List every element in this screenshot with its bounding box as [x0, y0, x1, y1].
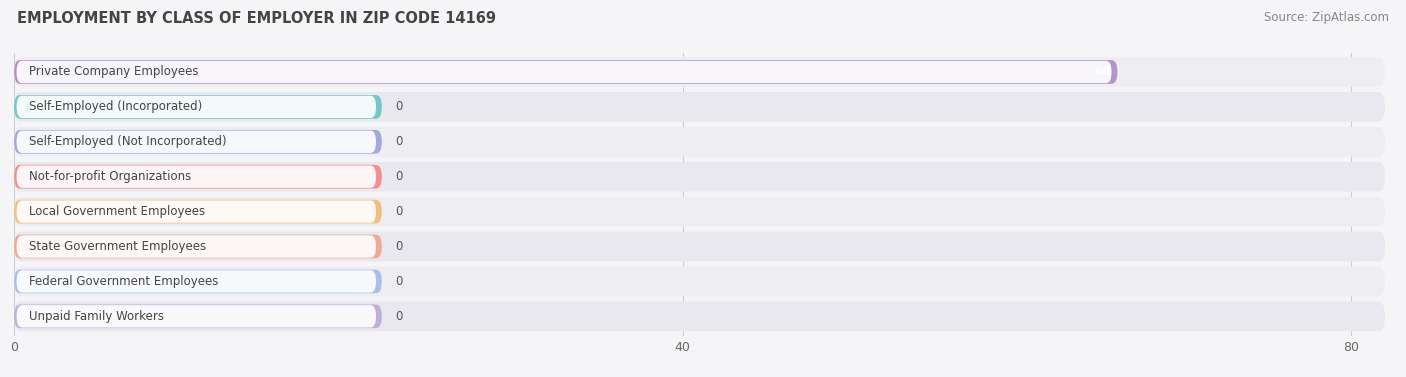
- Text: Not-for-profit Organizations: Not-for-profit Organizations: [30, 170, 191, 183]
- FancyBboxPatch shape: [14, 232, 1385, 261]
- FancyBboxPatch shape: [17, 305, 375, 328]
- FancyBboxPatch shape: [17, 96, 375, 118]
- FancyBboxPatch shape: [17, 130, 375, 153]
- FancyBboxPatch shape: [14, 92, 1385, 122]
- Text: Source: ZipAtlas.com: Source: ZipAtlas.com: [1264, 11, 1389, 24]
- Text: 66: 66: [1094, 66, 1111, 78]
- FancyBboxPatch shape: [14, 200, 382, 224]
- FancyBboxPatch shape: [17, 235, 375, 258]
- FancyBboxPatch shape: [14, 57, 1385, 87]
- Text: Federal Government Employees: Federal Government Employees: [30, 275, 218, 288]
- FancyBboxPatch shape: [14, 95, 382, 119]
- Text: 0: 0: [395, 240, 402, 253]
- FancyBboxPatch shape: [14, 162, 1385, 192]
- Text: Unpaid Family Workers: Unpaid Family Workers: [30, 310, 165, 323]
- FancyBboxPatch shape: [17, 201, 375, 223]
- FancyBboxPatch shape: [14, 165, 382, 188]
- Text: 0: 0: [395, 100, 402, 113]
- FancyBboxPatch shape: [14, 302, 1385, 331]
- FancyBboxPatch shape: [14, 127, 1385, 156]
- Text: Local Government Employees: Local Government Employees: [30, 205, 205, 218]
- FancyBboxPatch shape: [14, 270, 382, 293]
- FancyBboxPatch shape: [14, 305, 382, 328]
- Text: Self-Employed (Incorporated): Self-Employed (Incorporated): [30, 100, 202, 113]
- FancyBboxPatch shape: [14, 267, 1385, 296]
- Text: Self-Employed (Not Incorporated): Self-Employed (Not Incorporated): [30, 135, 226, 148]
- Text: EMPLOYMENT BY CLASS OF EMPLOYER IN ZIP CODE 14169: EMPLOYMENT BY CLASS OF EMPLOYER IN ZIP C…: [17, 11, 496, 26]
- Text: 0: 0: [395, 135, 402, 148]
- Text: 0: 0: [395, 170, 402, 183]
- Text: State Government Employees: State Government Employees: [30, 240, 207, 253]
- Text: 0: 0: [395, 310, 402, 323]
- FancyBboxPatch shape: [17, 166, 375, 188]
- FancyBboxPatch shape: [14, 234, 382, 258]
- FancyBboxPatch shape: [14, 197, 1385, 227]
- Text: Private Company Employees: Private Company Employees: [30, 66, 198, 78]
- FancyBboxPatch shape: [14, 60, 1118, 84]
- Text: 0: 0: [395, 275, 402, 288]
- Text: 0: 0: [395, 205, 402, 218]
- FancyBboxPatch shape: [17, 270, 375, 293]
- FancyBboxPatch shape: [14, 130, 382, 154]
- FancyBboxPatch shape: [17, 61, 1112, 83]
